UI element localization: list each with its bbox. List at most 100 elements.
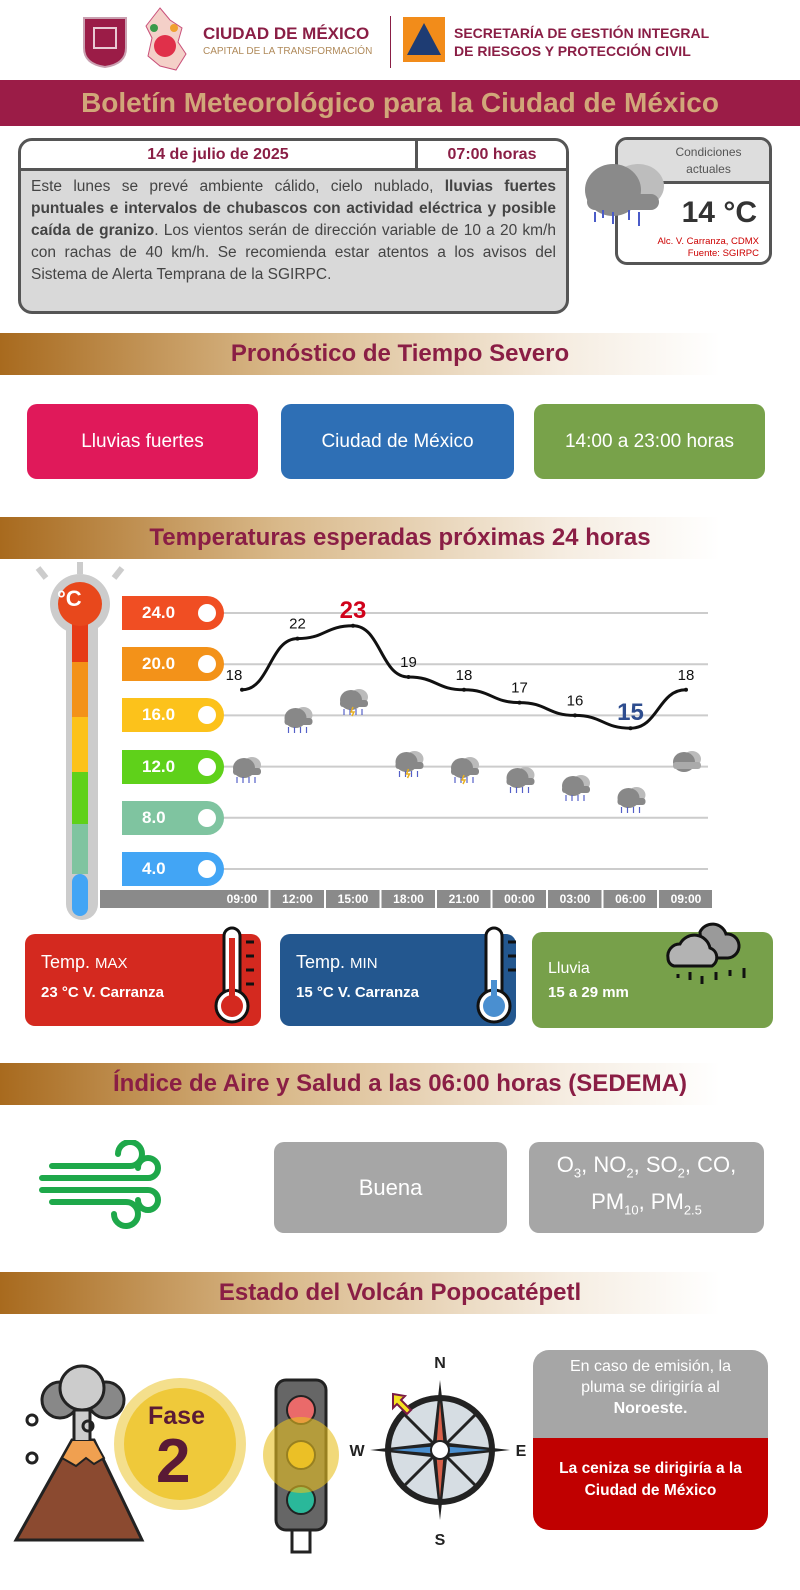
current-title: Condiciones: [675, 145, 742, 159]
rain-icon: [284, 707, 313, 733]
rain-icon: [506, 767, 535, 793]
severe-area: Ciudad de México: [281, 404, 514, 479]
plume-text: En caso de emisión, la pluma se dirigirí…: [570, 1358, 731, 1396]
x-tick-label: 12:00: [282, 892, 313, 906]
current-location: Alc. V. Carranza, CDMX: [657, 236, 759, 247]
temperature-line: [241, 624, 687, 730]
rain-value: 15 a 29 mm: [548, 984, 629, 1001]
current-temperature: 14 °C: [681, 196, 757, 229]
pollutant-sub: 2.5: [683, 1201, 702, 1217]
cdmx-shield-logo: [83, 17, 127, 68]
x-tick-label: 21:00: [448, 892, 480, 906]
compass-e: E: [516, 1443, 527, 1460]
bulletin-text-part: Este lunes se prevé ambiente cálido, cie…: [31, 178, 445, 195]
volcano-icon: [13, 1364, 145, 1542]
bulletin-text-bold: lluvias fuertes puntuales e intervalos d…: [31, 178, 556, 239]
data-point: [406, 675, 411, 679]
rain-cloud-icon: [585, 164, 664, 226]
unit-badge: °C: [57, 586, 82, 611]
min-temp-card: Temp. MIN 15 °C V. Carranza: [280, 934, 516, 1026]
time-axis-bar: [100, 890, 712, 908]
y-tick-label: 8.0: [122, 800, 224, 835]
rain-icon: [233, 757, 261, 783]
current-title-2: actuales: [686, 162, 731, 176]
max-sub: MAX: [95, 955, 128, 972]
wind-direction-arrow: [392, 1392, 413, 1416]
phase-number: 2: [156, 1427, 191, 1496]
section-temps-title: Temperaturas esperadas próximas 24 horas: [0, 517, 800, 559]
compass-s: S: [435, 1532, 446, 1549]
data-label: 22: [289, 616, 306, 633]
max-value: 23 °C V. Carranza: [41, 984, 165, 1001]
current-source: Fuente: SGIRPC: [687, 248, 759, 259]
header-logos: CIUDAD DE MÉXICO CAPITAL DE LA TRANSFORM…: [0, 0, 800, 78]
pollutant-sub: 10: [624, 1201, 639, 1217]
data-point: [573, 713, 577, 718]
rain-label: Lluvia: [548, 960, 590, 977]
y-tick-label: 12.0: [122, 749, 224, 784]
pollutant-sub: 2: [677, 1165, 685, 1181]
bulletin-time: 07:00 horas: [447, 146, 537, 163]
pollutant-sub: 2: [626, 1165, 634, 1181]
pollutant: , NO: [581, 1152, 627, 1178]
temperature-chart: 18 22 23 19 18 17 16 15 18: [35, 562, 712, 920]
plume-info: En caso de emisión, la pluma se dirigirí…: [533, 1350, 768, 1530]
data-label: 18: [226, 667, 243, 684]
section-air-title: Índice de Aire y Salud a las 06:00 horas…: [0, 1063, 800, 1105]
phase-label: Fase: [148, 1402, 205, 1430]
data-label: 16: [567, 692, 584, 709]
section-severe-title: Pronóstico de Tiempo Severo: [0, 333, 800, 375]
data-label: 17: [511, 680, 528, 697]
org-tagline: CAPITAL DE LA TRANSFORMACIÓN: [203, 46, 373, 57]
pollutant: , CO,: [684, 1152, 737, 1178]
storm-icon: [340, 689, 368, 717]
data-label: 19: [400, 654, 417, 671]
plume-direction: Noroeste.: [613, 1400, 688, 1417]
min-value: 15 °C V. Carranza: [296, 984, 420, 1001]
pollutant: PM: [591, 1188, 625, 1214]
data-point: [517, 700, 522, 705]
wind-icon: [39, 1140, 161, 1229]
compass-n: N: [434, 1355, 446, 1372]
data-label: 18: [456, 667, 473, 684]
agency-line-1: SECRETARÍA DE GESTIÓN INTEGRAL: [454, 25, 710, 41]
bulletin-text-part: . Los vientos serán de dirección variabl…: [31, 222, 556, 283]
ash-text: La ceniza se dirigiría a la Ciudad de Mé…: [533, 1438, 768, 1530]
bulletin-date: 14 de julio de 2025: [21, 141, 418, 168]
data-point: [628, 726, 633, 731]
storm-icon: [451, 757, 479, 785]
org-name: CIUDAD DE MÉXICO: [203, 24, 370, 43]
y-tick-label: 16.0: [122, 698, 224, 733]
min-sub: MIN: [350, 955, 378, 972]
x-tick-label: 09:00: [670, 892, 702, 906]
severe-phenomenon: Lluvias fuertes: [27, 404, 258, 479]
y-tick-label: 4.0: [122, 852, 224, 886]
agency-line-2: DE RIESGOS Y PROTECCIÓN CIVIL: [454, 43, 691, 59]
rain-clouds-icon: [666, 922, 746, 984]
data-point: [684, 687, 688, 692]
data-point: [351, 623, 355, 628]
pollutant-sub: 3: [573, 1165, 582, 1181]
cloudy-icon: [673, 751, 701, 772]
thermometer-hot-icon: [214, 926, 254, 1024]
civil-protection-logo: [403, 17, 445, 62]
bulletin-box: 14 de julio de 2025 07:00 horas Este lun…: [18, 138, 569, 314]
bulletin-text: Este lunes se prevé ambiente cálido, cie…: [21, 171, 566, 291]
compass-w: W: [349, 1443, 365, 1460]
x-tick-label: 03:00: [559, 892, 591, 906]
storm-icon: [395, 751, 424, 779]
pollutant: O: [556, 1152, 574, 1178]
x-tick-label: 15:00: [337, 892, 369, 906]
thermometer-cold-icon: [476, 926, 516, 1024]
x-tick-label: 18:00: [393, 892, 424, 906]
x-tick-label: 00:00: [504, 892, 535, 906]
divider: [390, 16, 391, 68]
air-quality: Buena: [274, 1142, 507, 1233]
y-tick-label: 20.0: [122, 647, 224, 682]
data-point: [240, 687, 244, 692]
cdmx-map-logo: [145, 7, 187, 71]
rain-icon: [617, 787, 646, 813]
max-label: Temp.: [41, 952, 91, 972]
min-label: Temp.: [296, 952, 346, 972]
compass-icon: N S E W: [349, 1355, 527, 1549]
